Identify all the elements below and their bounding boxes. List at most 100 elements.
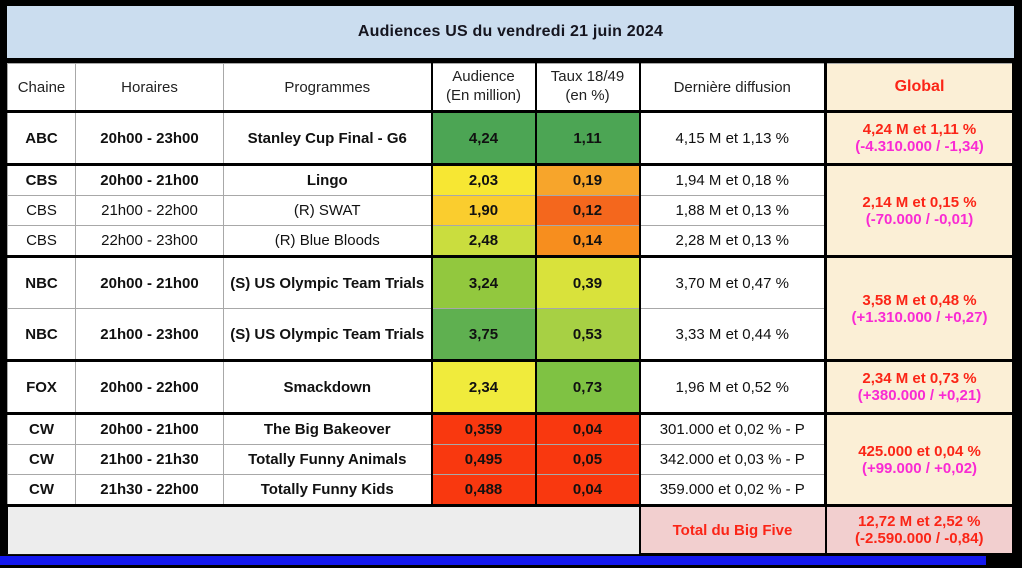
table-row: NBC 20h00 - 21h00 (S) US Olympic Team Tria… [7, 255, 1014, 361]
program-cell: (R) SWAT [223, 195, 432, 226]
program-cell: (S) US Olympic Team Trials [223, 308, 432, 361]
audience-table: Chaine Horaires Programmes Audience (En … [7, 63, 1014, 555]
audience-value-cell: 2,48 [430, 225, 537, 257]
footer-row: Total du Big Five 12,72 M et 2,52 % (-2.… [7, 504, 1014, 555]
audience-value-cell: 3,75 [430, 308, 537, 361]
time-slot-cell: 21h30 - 22h00 [75, 474, 224, 506]
global-cell: 3,58 M et 0,48 % (+1.310.000 / +0,27) [824, 255, 1014, 361]
audience-value-cell: 0,495 [430, 444, 537, 475]
global-line1: 3,58 M et 0,48 % [862, 291, 977, 309]
channel-cell: ABC [7, 110, 76, 165]
column-header-audience: Audience (En million) [430, 63, 537, 113]
table-title-text: Audiences US du vendredi 21 juin 2024 [357, 23, 664, 40]
table-row: CW 20h00 - 21h00 The Big Bakeover 0,359 0,04… [7, 412, 1014, 506]
global-line1: 2,34 M et 0,73 % [862, 370, 977, 387]
time-slot-cell: 21h00 - 22h00 [75, 195, 224, 226]
time-slot-cell: 20h00 - 21h00 [75, 163, 224, 196]
table-row: FOX 20h00 - 22h00 Smackdown 2,34 0,73 1,96 M … [7, 359, 1014, 414]
rating-value-cell: 0,39 [534, 255, 641, 309]
last-diffusion-cell: 1,96 M et 0,52 % [639, 359, 827, 414]
table-row: CBS 20h00 - 21h00 Lingo 2,03 0,19 1,94 M et 0… [7, 163, 1014, 257]
rating-value-cell: 1,11 [534, 110, 641, 165]
channel-cell: CBS [7, 163, 76, 196]
rating-value-cell: 0,19 [534, 163, 641, 196]
audience-value-cell: 0,359 [430, 412, 537, 445]
audience-value-cell: 3,24 [430, 255, 537, 309]
audience-value-cell: 1,90 [430, 195, 537, 226]
audience-value-cell: 0,488 [430, 474, 537, 506]
last-diffusion-cell: 301.000 et 0,02 % - P [639, 412, 827, 445]
global-line1: 425.000 et 0,04 % [858, 442, 981, 460]
audience-table-frame: Audiences US du vendredi 21 juin 2024 Ch… [7, 6, 1014, 555]
footer-total-line1: 12,72 M et 2,52 % [857, 513, 981, 530]
footer-total-label: Total du Big Five [638, 504, 827, 555]
table-row: NBC 21h00 - 23h00 (S) US Olympic Team Tria… [7, 308, 1014, 361]
last-diffusion-cell: 4,15 M et 1,13 % [639, 110, 827, 165]
audience-value-cell: 2,03 [430, 163, 537, 196]
table-row: CBS 21h00 - 22h00 (R) SWAT 1,90 0,12 1,88 M e… [7, 195, 1014, 226]
global-line2: (-4.310.000 / -1,34) [855, 138, 984, 155]
program-cell: (S) US Olympic Team Trials [223, 255, 432, 309]
channel-cell: CW [7, 444, 76, 475]
header-row: Chaine Horaires Programmes Audience (En … [7, 63, 1014, 113]
last-diffusion-cell: 3,33 M et 0,44 % [639, 308, 827, 361]
channel-cell: CBS [7, 225, 76, 257]
column-header-taux: Taux 18/49 (en %) [534, 63, 641, 113]
global-line2: (+380.000 / +0,21) [857, 387, 982, 404]
rating-value-cell: 0,04 [534, 474, 641, 506]
table-row: ABC 20h00 - 23h00 Stanley Cup Final - G6 4,… [7, 110, 1014, 165]
program-cell: (R) Blue Bloods [223, 225, 432, 257]
time-slot-cell: 21h00 - 21h30 [75, 444, 224, 475]
column-header-horaires: Horaires [75, 63, 224, 113]
program-cell: Lingo [223, 163, 432, 196]
rating-value-cell: 0,05 [534, 444, 641, 475]
global-cell: 4,24 M et 1,11 % (-4.310.000 / -1,34) [824, 110, 1014, 165]
global-cell: 2,14 M et 0,15 % (-70.000 / -0,01) [824, 163, 1014, 257]
audience-value-cell: 4,24 [430, 110, 537, 165]
rating-value-cell: 0,04 [534, 412, 641, 445]
time-slot-cell: 20h00 - 21h00 [75, 255, 224, 309]
last-diffusion-cell: 359.000 et 0,02 % - P [639, 474, 827, 506]
program-cell: Totally Funny Kids [223, 474, 432, 506]
last-diffusion-cell: 342.000 et 0,03 % - P [639, 444, 827, 475]
channel-cell: CBS [7, 195, 76, 226]
last-diffusion-cell: 1,88 M et 0,13 % [639, 195, 827, 226]
program-cell: Totally Funny Animals [223, 444, 432, 475]
column-header-chaine: Chaine [7, 63, 76, 113]
global-line2: (-70.000 / -0,01) [865, 210, 974, 228]
global-line1: 2,14 M et 0,15 % [862, 193, 977, 211]
footer-total-line2: (-2.590.000 / -0,84) [855, 530, 984, 547]
program-cell: Stanley Cup Final - G6 [223, 110, 432, 165]
rating-value-cell: 0,14 [534, 225, 641, 257]
channel-cell: NBC [7, 255, 76, 309]
global-line1: 4,24 M et 1,11 % [862, 121, 977, 138]
last-diffusion-cell: 3,70 M et 0,47 % [639, 255, 827, 309]
rating-value-cell: 0,12 [534, 195, 641, 226]
program-cell: The Big Bakeover [223, 412, 432, 445]
channel-cell: CW [7, 412, 76, 445]
global-cell: 425.000 et 0,04 % (+99.000 / +0,02) [824, 412, 1014, 506]
time-slot-cell: 20h00 - 23h00 [75, 110, 224, 165]
audience-value-cell: 2,34 [430, 359, 537, 414]
column-header-programmes: Programmes [223, 63, 432, 113]
table-title: Audiences US du vendredi 21 juin 2024 [7, 6, 1014, 63]
footer-empty-cell [7, 504, 641, 555]
table-row: CBS 22h00 - 23h00 (R) Blue Bloods 2,48 0,14 2… [7, 225, 1014, 257]
global-line2: (+1.310.000 / +0,27) [851, 308, 988, 326]
global-line2: (+99.000 / +0,02) [861, 459, 978, 477]
channel-cell: FOX [7, 359, 76, 414]
column-header-derniere-diffusion: Dernière diffusion [639, 63, 827, 113]
program-cell: Smackdown [223, 359, 432, 414]
table-body: ABC 20h00 - 23h00 Stanley Cup Final - G6 4,… [7, 110, 1014, 506]
last-diffusion-cell: 2,28 M et 0,13 % [639, 225, 827, 257]
last-diffusion-cell: 1,94 M et 0,18 % [639, 163, 827, 196]
channel-cell: NBC [7, 308, 76, 361]
footer-total-value: 12,72 M et 2,52 % (-2.590.000 / -0,84) [824, 504, 1014, 555]
time-slot-cell: 20h00 - 22h00 [75, 359, 224, 414]
rating-value-cell: 0,53 [534, 308, 641, 361]
time-slot-cell: 22h00 - 23h00 [75, 225, 224, 257]
table-row: CW 21h00 - 21h30 Totally Funny Animals 0,49… [7, 444, 1014, 475]
time-slot-cell: 20h00 - 21h00 [75, 412, 224, 445]
rating-value-cell: 0,73 [534, 359, 641, 414]
